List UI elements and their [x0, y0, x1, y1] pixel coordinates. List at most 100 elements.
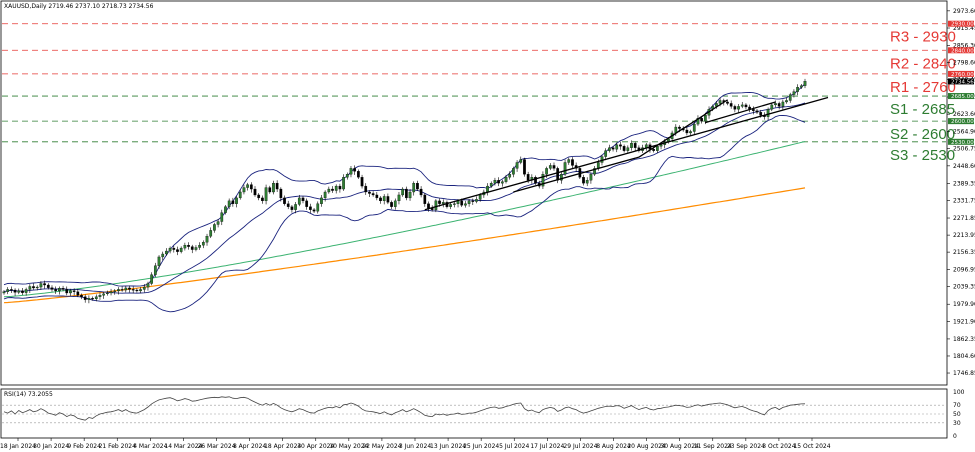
candle-body [770, 104, 774, 110]
candle-body [792, 91, 796, 95]
level-label: R3 - 2930 [890, 29, 956, 46]
candle-body [519, 159, 523, 163]
candle-body [2, 291, 6, 294]
candle-body [345, 174, 349, 178]
candle-body [146, 283, 150, 288]
candle-body [242, 187, 246, 193]
candle-body [43, 283, 46, 286]
price-tick-label: 2506.75 [953, 146, 975, 153]
candle-body [124, 287, 128, 291]
candle-body [608, 147, 611, 151]
price-tick-label: 2856.30 [953, 42, 975, 49]
candle-body [279, 188, 283, 199]
date-tick-label: 23 Sep 2024 [727, 443, 765, 450]
candle-body [128, 287, 131, 290]
price-tick-label: 2623.60 [953, 111, 975, 118]
sma-green-line [3, 141, 806, 298]
candle-body [419, 188, 423, 196]
candle-body [508, 174, 512, 178]
candle-body [187, 244, 190, 247]
date-tick-label: 14 Mar 2024 [164, 443, 202, 450]
candle-body [257, 194, 261, 199]
level-label: R2 - 2840 [890, 55, 956, 72]
candle-body [194, 247, 198, 250]
price-axis: 2973.602915.452856.302798.602740.452681.… [947, 8, 975, 377]
candle-body [397, 194, 401, 202]
candle-body [35, 286, 39, 289]
trend-line-steep [638, 99, 728, 158]
trend-line-short [513, 156, 640, 193]
candle-body [290, 206, 294, 210]
date-tick-label: 18 Jan 2024 [0, 443, 36, 450]
current-price-tag [948, 78, 974, 85]
candle-body [58, 288, 61, 292]
candle-body [622, 146, 626, 151]
level-label: S1 - 2685 [890, 101, 955, 118]
candle-body [700, 118, 703, 122]
price-tick-label: 1862.35 [953, 336, 975, 343]
candle-body [294, 204, 297, 210]
price-tick-label: 1921.90 [953, 318, 975, 325]
candle-body [17, 290, 21, 293]
candle-body [729, 103, 733, 107]
support-resistance-levels [2, 23, 946, 143]
candle-body [113, 290, 117, 292]
candle-body [323, 191, 327, 199]
candle-body [76, 291, 80, 296]
level-tag-label: 2685.00 [951, 94, 974, 100]
candle-body [393, 200, 397, 207]
candle-body [696, 118, 700, 125]
sma-orange-line [3, 187, 806, 304]
bollinger-upper-line [3, 83, 806, 287]
candle-body [83, 296, 87, 300]
candle-body [320, 197, 323, 204]
candle-body [475, 199, 478, 202]
candle-body [556, 168, 560, 181]
candle-body [408, 191, 412, 199]
level-tag [948, 138, 974, 145]
candle-body [685, 129, 689, 134]
candle-body [190, 246, 194, 250]
candle-body [500, 181, 504, 184]
date-tick-label: 8 Aug 2024 [596, 443, 631, 450]
price-tick-label: 1804.60 [953, 353, 975, 360]
candle-body [98, 295, 102, 297]
candle-body [87, 298, 91, 300]
candle-body [534, 177, 537, 184]
candle-body [357, 171, 360, 178]
rsi-line [3, 396, 806, 421]
candle-body [626, 147, 630, 151]
trend-line-recent [705, 101, 776, 124]
date-tick-label: 29 Jul 2024 [563, 443, 597, 450]
candle-body [272, 182, 275, 193]
candle-body [216, 221, 220, 225]
price-tick-label: 2331.75 [953, 197, 975, 204]
bollinger-middle-line [3, 102, 806, 294]
candle-body [615, 144, 619, 150]
candle-body [434, 200, 438, 210]
candle-body [689, 131, 692, 134]
level-tag [948, 118, 974, 125]
candle-body [205, 236, 209, 243]
candle-body [286, 203, 290, 207]
candle-body [467, 200, 471, 204]
candle-body [390, 202, 393, 207]
date-tick-label: 11 Sep 2024 [694, 443, 732, 450]
candle-body [39, 283, 43, 288]
chart-frames [0, 0, 948, 439]
candle-body [264, 187, 268, 202]
candle-body [401, 188, 405, 196]
candle-body [427, 203, 430, 209]
candle-body [183, 244, 187, 249]
date-tick-label: 26 Mar 2024 [197, 443, 235, 450]
candle-body [545, 168, 548, 175]
candle-body [604, 150, 608, 157]
candle-body [213, 224, 216, 231]
candle-body [120, 289, 124, 291]
candle-body [65, 289, 69, 294]
candle-body [423, 194, 427, 204]
candle-body [796, 87, 799, 92]
candle-body [28, 286, 32, 290]
candle-body [353, 168, 357, 172]
